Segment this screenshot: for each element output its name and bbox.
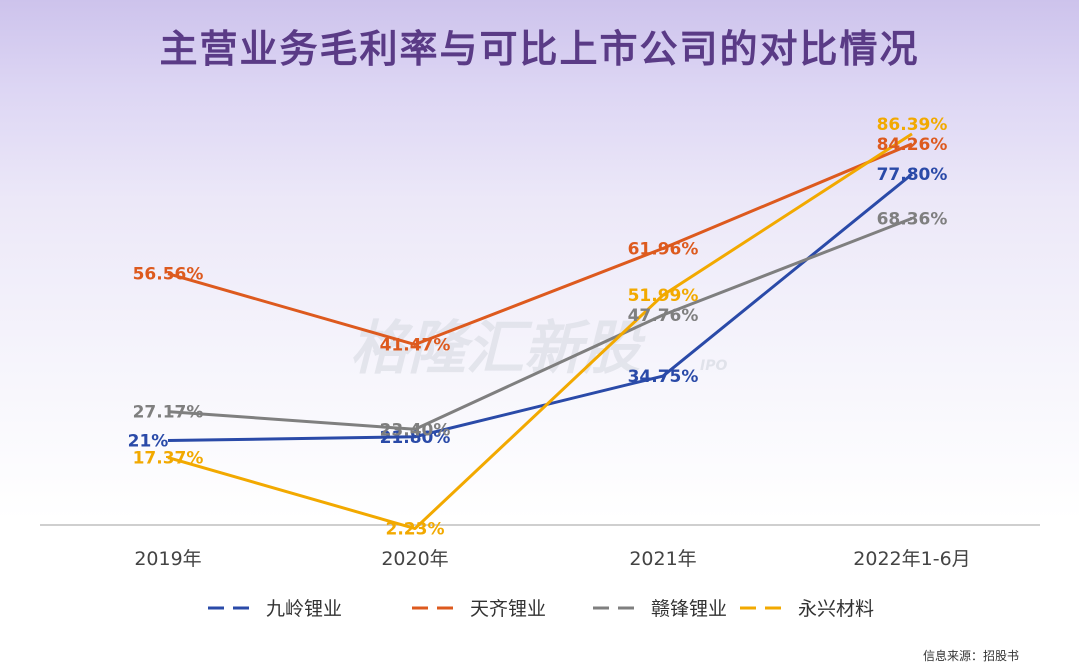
data-label: 23.40% <box>380 420 451 440</box>
series-line-1 <box>167 172 913 443</box>
x-tick-label: 2020年 <box>381 548 448 570</box>
legend: 九岭锂业 天齐锂业 赣锋锂业 永兴材料 <box>208 598 874 620</box>
watermark-text: 格隆汇新股 <box>350 314 646 382</box>
x-tick-label: 2021年 <box>629 548 696 570</box>
data-labels: 21% 21.80% 34.75% 77.80% 56.56% 41.47% 61.96% 8… <box>128 115 948 540</box>
watermark-sub-text: IPO <box>700 358 727 374</box>
legend-label: 天齐锂业 <box>470 598 546 620</box>
data-label: 41.47% <box>380 336 451 356</box>
data-label: 77.80% <box>877 165 948 185</box>
data-label: 2.23% <box>386 520 445 540</box>
data-label: 56.56% <box>133 265 204 285</box>
data-label: 47.76% <box>628 306 699 326</box>
series-lines <box>167 132 913 531</box>
series-line-2 <box>167 142 913 347</box>
legend-item: 九岭锂业 <box>208 598 342 620</box>
data-label: 51.99% <box>628 286 699 306</box>
data-label: 68.36% <box>877 209 948 229</box>
x-tick-label: 2019年 <box>134 548 201 570</box>
data-label: 21.80% <box>380 428 451 448</box>
data-label: 86.39% <box>877 115 948 135</box>
legend-label: 九岭锂业 <box>266 598 342 620</box>
data-label: 84.26% <box>877 135 948 155</box>
legend-item: 天齐锂业 <box>412 598 546 620</box>
legend-label: 永兴材料 <box>798 598 874 620</box>
legend-item: 赣锋锂业 <box>593 598 727 620</box>
x-tick-label: 2022年1-6月 <box>853 548 970 570</box>
source-note: 信息来源：招股书 <box>922 649 1019 663</box>
chart-title: 主营业务毛利率与可比上市公司的对比情况 <box>159 27 920 71</box>
data-label: 21% <box>128 432 169 452</box>
series-line-4 <box>167 132 913 531</box>
data-label: 34.75% <box>628 367 699 387</box>
data-label: 17.37% <box>133 449 204 469</box>
legend-label: 赣锋锂业 <box>651 598 727 620</box>
data-label: 61.96% <box>628 239 699 259</box>
data-label: 27.17% <box>133 403 204 423</box>
legend-item: 永兴材料 <box>740 598 874 620</box>
x-axis-ticks: 2019年 2020年 2021年 2022年1-6月 <box>134 548 970 570</box>
series-line-3 <box>167 216 913 431</box>
